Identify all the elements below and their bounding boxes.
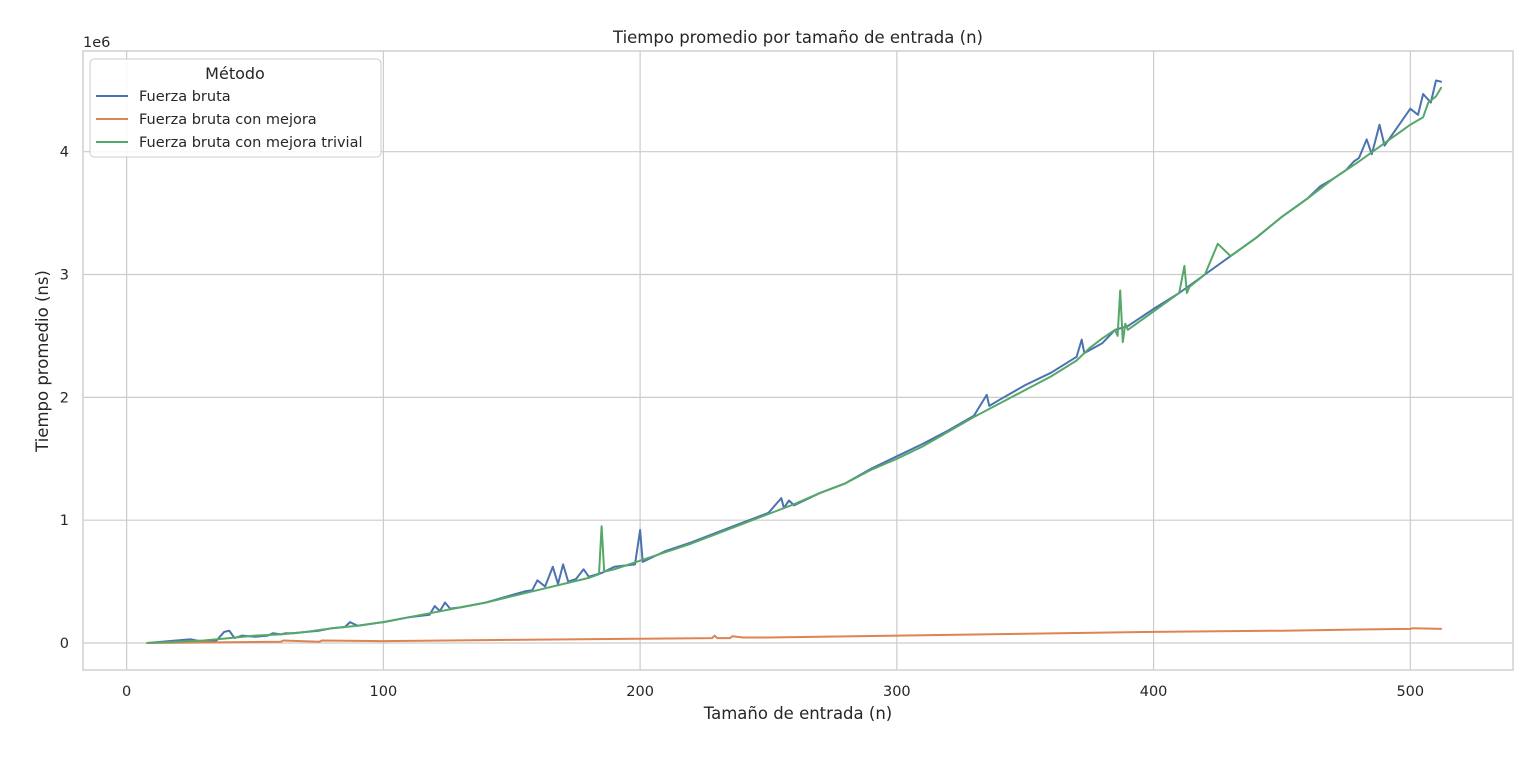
legend-box [89,58,382,158]
legend: Método Fuerza bruta Fuerza bruta con mejo… [89,58,382,158]
series-line [146,86,1443,644]
x-tick-label: 0 [122,684,131,700]
x-tick-label: 100 [370,684,398,700]
y-tick-label: 0 [60,636,69,652]
legend-label: Fuerza bruta con mejora trivial [139,135,363,151]
y-axis-label: Tiempo promedio (ns) [33,270,52,453]
x-tick-label: 200 [626,684,654,700]
x-tick-label: 400 [1140,684,1168,700]
y-axis-offset-label: 1e6 [83,35,110,51]
legend-label: Fuerza bruta [139,89,231,105]
y-tick-label: 2 [60,390,69,406]
legend-items: Fuerza bruta Fuerza bruta con mejora Fuerz… [96,89,363,151]
x-tick-label: 500 [1396,684,1424,700]
legend-label: Fuerza bruta con mejora [139,112,317,128]
x-axis-label: Tamaño de entrada (n) [703,704,892,723]
x-tick-label: 300 [883,684,911,700]
chart-title: Tiempo promedio por tamaño de entrada (n… [612,28,983,47]
series-lines [146,79,1443,644]
legend-title: Método [205,64,265,83]
y-tick-label: 4 [60,145,69,161]
series-line [146,627,1443,644]
plot-frame [82,50,1514,671]
y-axis-ticks: 0 1 2 3 4 [60,145,69,652]
y-tick-label: 3 [60,268,69,284]
y-tick-label: 1 [60,513,69,529]
x-axis-ticks: 0 100 200 300 400 500 [122,684,1424,700]
